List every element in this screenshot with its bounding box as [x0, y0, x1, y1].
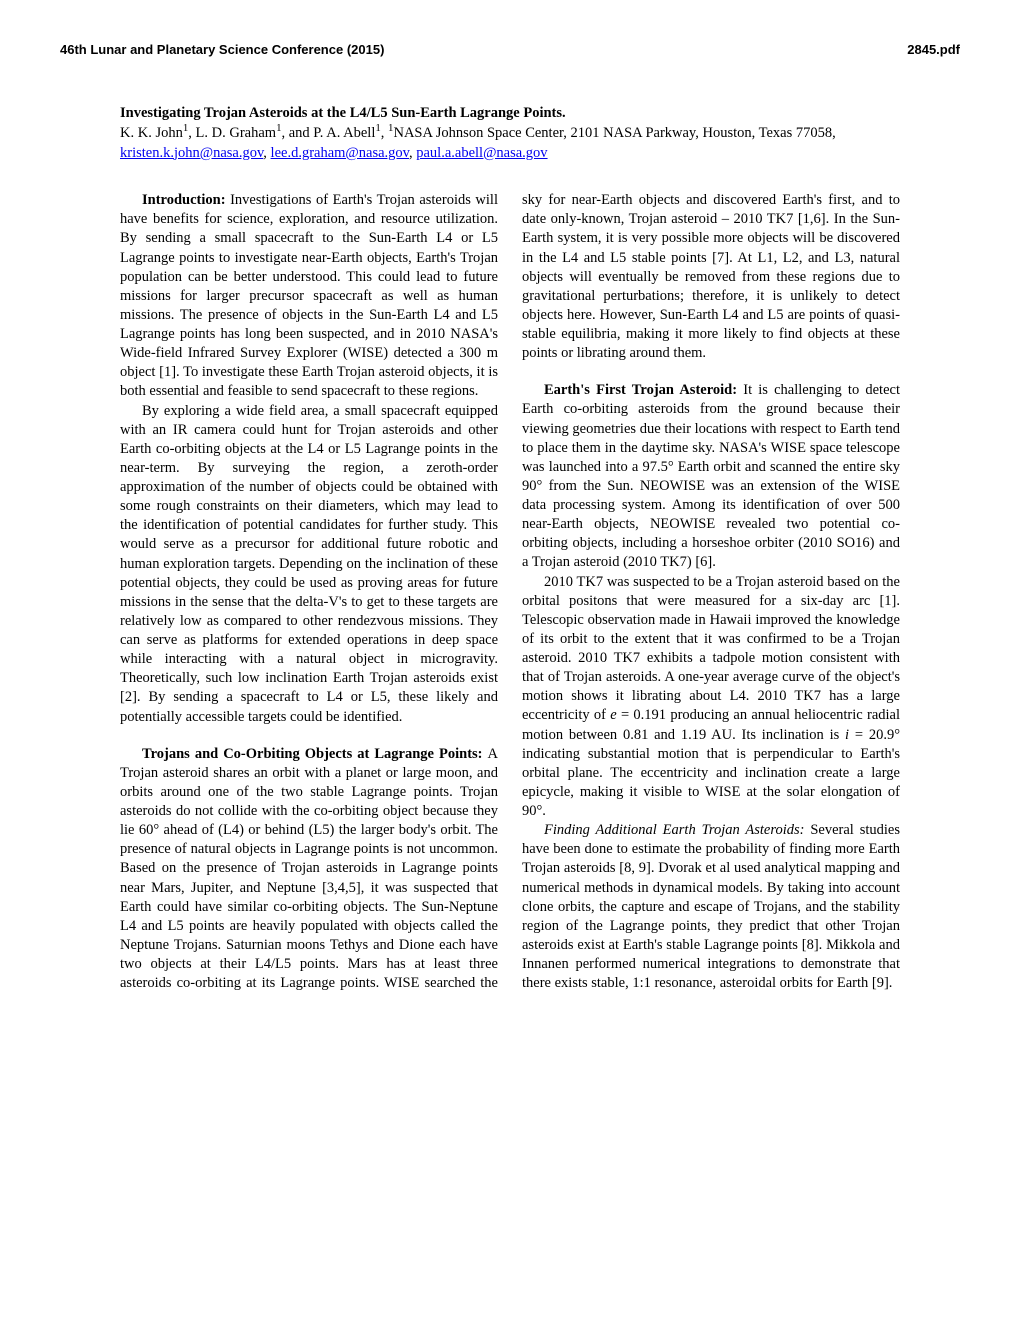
- paragraph: By exploring a wide field area, a small …: [120, 402, 498, 727]
- section-heading-trojans: Trojans and Co-Orbiting Objects at Lagra…: [142, 746, 488, 762]
- page-header: 46th Lunar and Planetary Science Confere…: [60, 42, 960, 57]
- body-columns: Introduction: Investigations of Earth's …: [60, 191, 960, 993]
- author-email-link[interactable]: lee.d.graham@nasa.gov: [271, 145, 409, 161]
- body-text: Investigations of Earth's Trojan asteroi…: [120, 192, 498, 399]
- body-text: Several studies have been done to estima…: [522, 822, 900, 991]
- paragraph-spacer: [120, 727, 498, 745]
- author-email-link[interactable]: paul.a.abell@nasa.gov: [416, 145, 547, 161]
- paragraph: 2010 TK7 was suspected to be a Trojan as…: [522, 573, 900, 822]
- affiliation-text: NASA Johnson Space Center, 2101 NASA Par…: [393, 125, 835, 141]
- conference-name: 46th Lunar and Planetary Science Confere…: [60, 42, 384, 57]
- section-heading-earths-first: Earth's First Trojan Asteroid:: [544, 382, 743, 398]
- subsection-heading-finding: Finding Additional Earth Trojan Asteroid…: [544, 822, 810, 838]
- document-number: 2845.pdf: [907, 42, 960, 57]
- body-text: It is challenging to detect Earth co-orb…: [522, 382, 900, 570]
- body-text: By exploring a wide field area, a small …: [120, 403, 498, 725]
- paragraph: Introduction: Investigations of Earth's …: [120, 191, 498, 401]
- author-text: , and P. A. Abell: [282, 125, 376, 141]
- author-text: , L. D. Graham: [188, 125, 276, 141]
- sep: ,: [263, 145, 270, 161]
- body-text: 2010 TK7 was suspected to be a Trojan as…: [522, 574, 900, 724]
- author-text: ,: [381, 125, 388, 141]
- paper-title: Investigating Trojan Asteroids at the L4…: [60, 105, 960, 122]
- paragraph-spacer: [522, 363, 900, 381]
- paragraph: Finding Additional Earth Trojan Asteroid…: [522, 821, 900, 993]
- author-email-link[interactable]: kristen.k.john@nasa.gov: [120, 145, 263, 161]
- section-heading-introduction: Introduction:: [142, 192, 230, 208]
- author-line: K. K. John1, L. D. Graham1, and P. A. Ab…: [60, 124, 960, 163]
- paragraph: Earth's First Trojan Asteroid: It is cha…: [522, 381, 900, 572]
- author-text: K. K. John: [120, 125, 183, 141]
